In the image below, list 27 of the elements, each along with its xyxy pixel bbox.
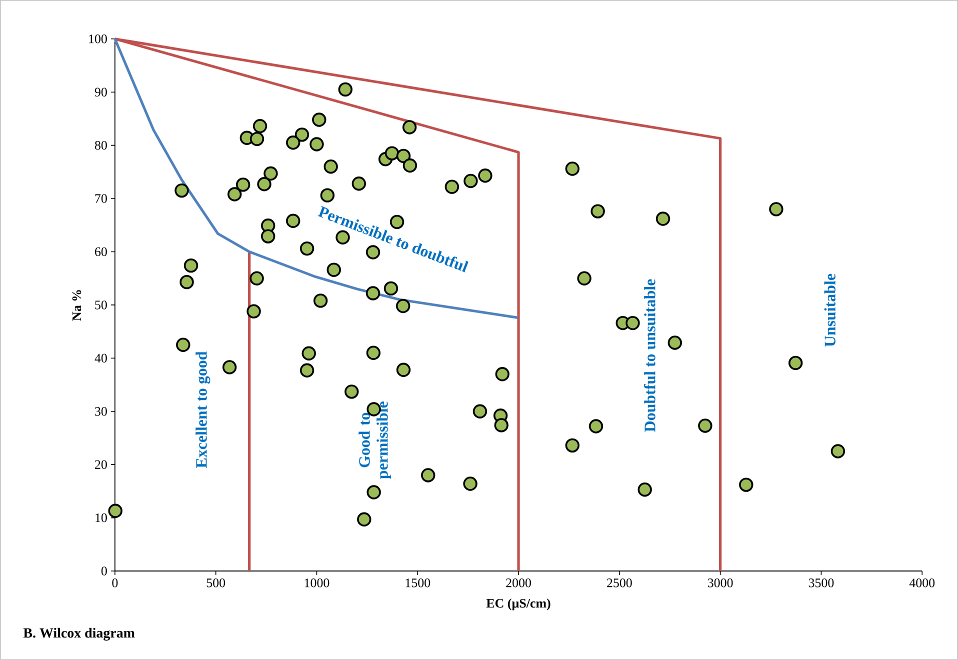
y-tick-label: 40 <box>94 354 107 363</box>
x-tick-label: 1000 <box>304 578 330 588</box>
y-tick-label: 90 <box>94 88 107 97</box>
annotation: Doubtful to unsuitable <box>644 279 656 432</box>
y-tick-label: 50 <box>95 300 107 310</box>
y-tick-label: 20 <box>95 460 107 469</box>
text: B. Wilcox diagram <box>23 628 135 641</box>
annotation: Excellent to good <box>196 352 210 468</box>
y-tick-label: 100 <box>89 34 107 44</box>
y-tick-label: 70 <box>95 194 107 203</box>
x-tick-label: 1500 <box>406 578 430 588</box>
x-tick-label: 3000 <box>708 578 733 588</box>
x-tick-label: 0 <box>112 578 118 588</box>
y-tick-label: 10 <box>96 513 107 522</box>
annotation: Good to permissible <box>358 402 392 479</box>
x-tick-label: 2000 <box>506 578 531 588</box>
y-tick-label: 60 <box>95 247 107 256</box>
x-axis-title: EC (µS/cm) <box>486 598 550 610</box>
y-tick-label: 80 <box>94 140 107 150</box>
x-tick-label: 2500 <box>607 578 632 588</box>
x-tick-label: 3500 <box>808 578 834 588</box>
y-tick-label: 30 <box>95 407 107 416</box>
x-tick-label: 4000 <box>909 578 935 588</box>
y-axis-title: Na % <box>72 290 82 321</box>
y-tick-label: 0 <box>101 566 107 576</box>
annotation: Unsuitable <box>824 274 836 347</box>
x-tick-label: 500 <box>206 578 226 588</box>
